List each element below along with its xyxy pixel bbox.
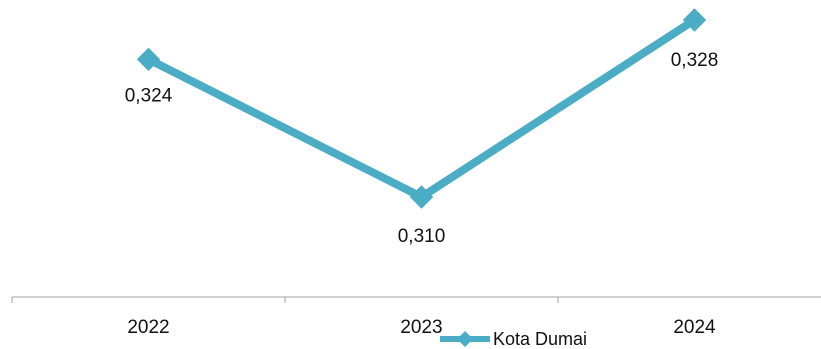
data-label-2023: 0,310 <box>398 226 446 247</box>
data-label-2024: 0,328 <box>671 50 719 71</box>
data-labels: 0,324 0,310 0,328 <box>125 50 719 247</box>
x-axis-tick-labels: 2022 2023 2024 <box>127 317 716 338</box>
data-point-2024 <box>682 8 707 32</box>
series-kota-dumai <box>136 8 707 209</box>
data-point-2023 <box>409 185 434 209</box>
x-tick-label-2022: 2022 <box>127 317 169 338</box>
legend-marker-swatch <box>457 331 473 347</box>
legend-series-name: Kota Dumai <box>493 329 587 349</box>
data-point-2022 <box>136 47 161 72</box>
x-tick-label-2023: 2023 <box>400 317 442 338</box>
data-label-2022: 0,324 <box>125 85 173 106</box>
series-line <box>146 16 697 201</box>
legend: Kota Dumai <box>440 329 587 349</box>
x-tick-label-2024: 2024 <box>673 317 716 338</box>
x-axis-ticks <box>11 297 559 303</box>
